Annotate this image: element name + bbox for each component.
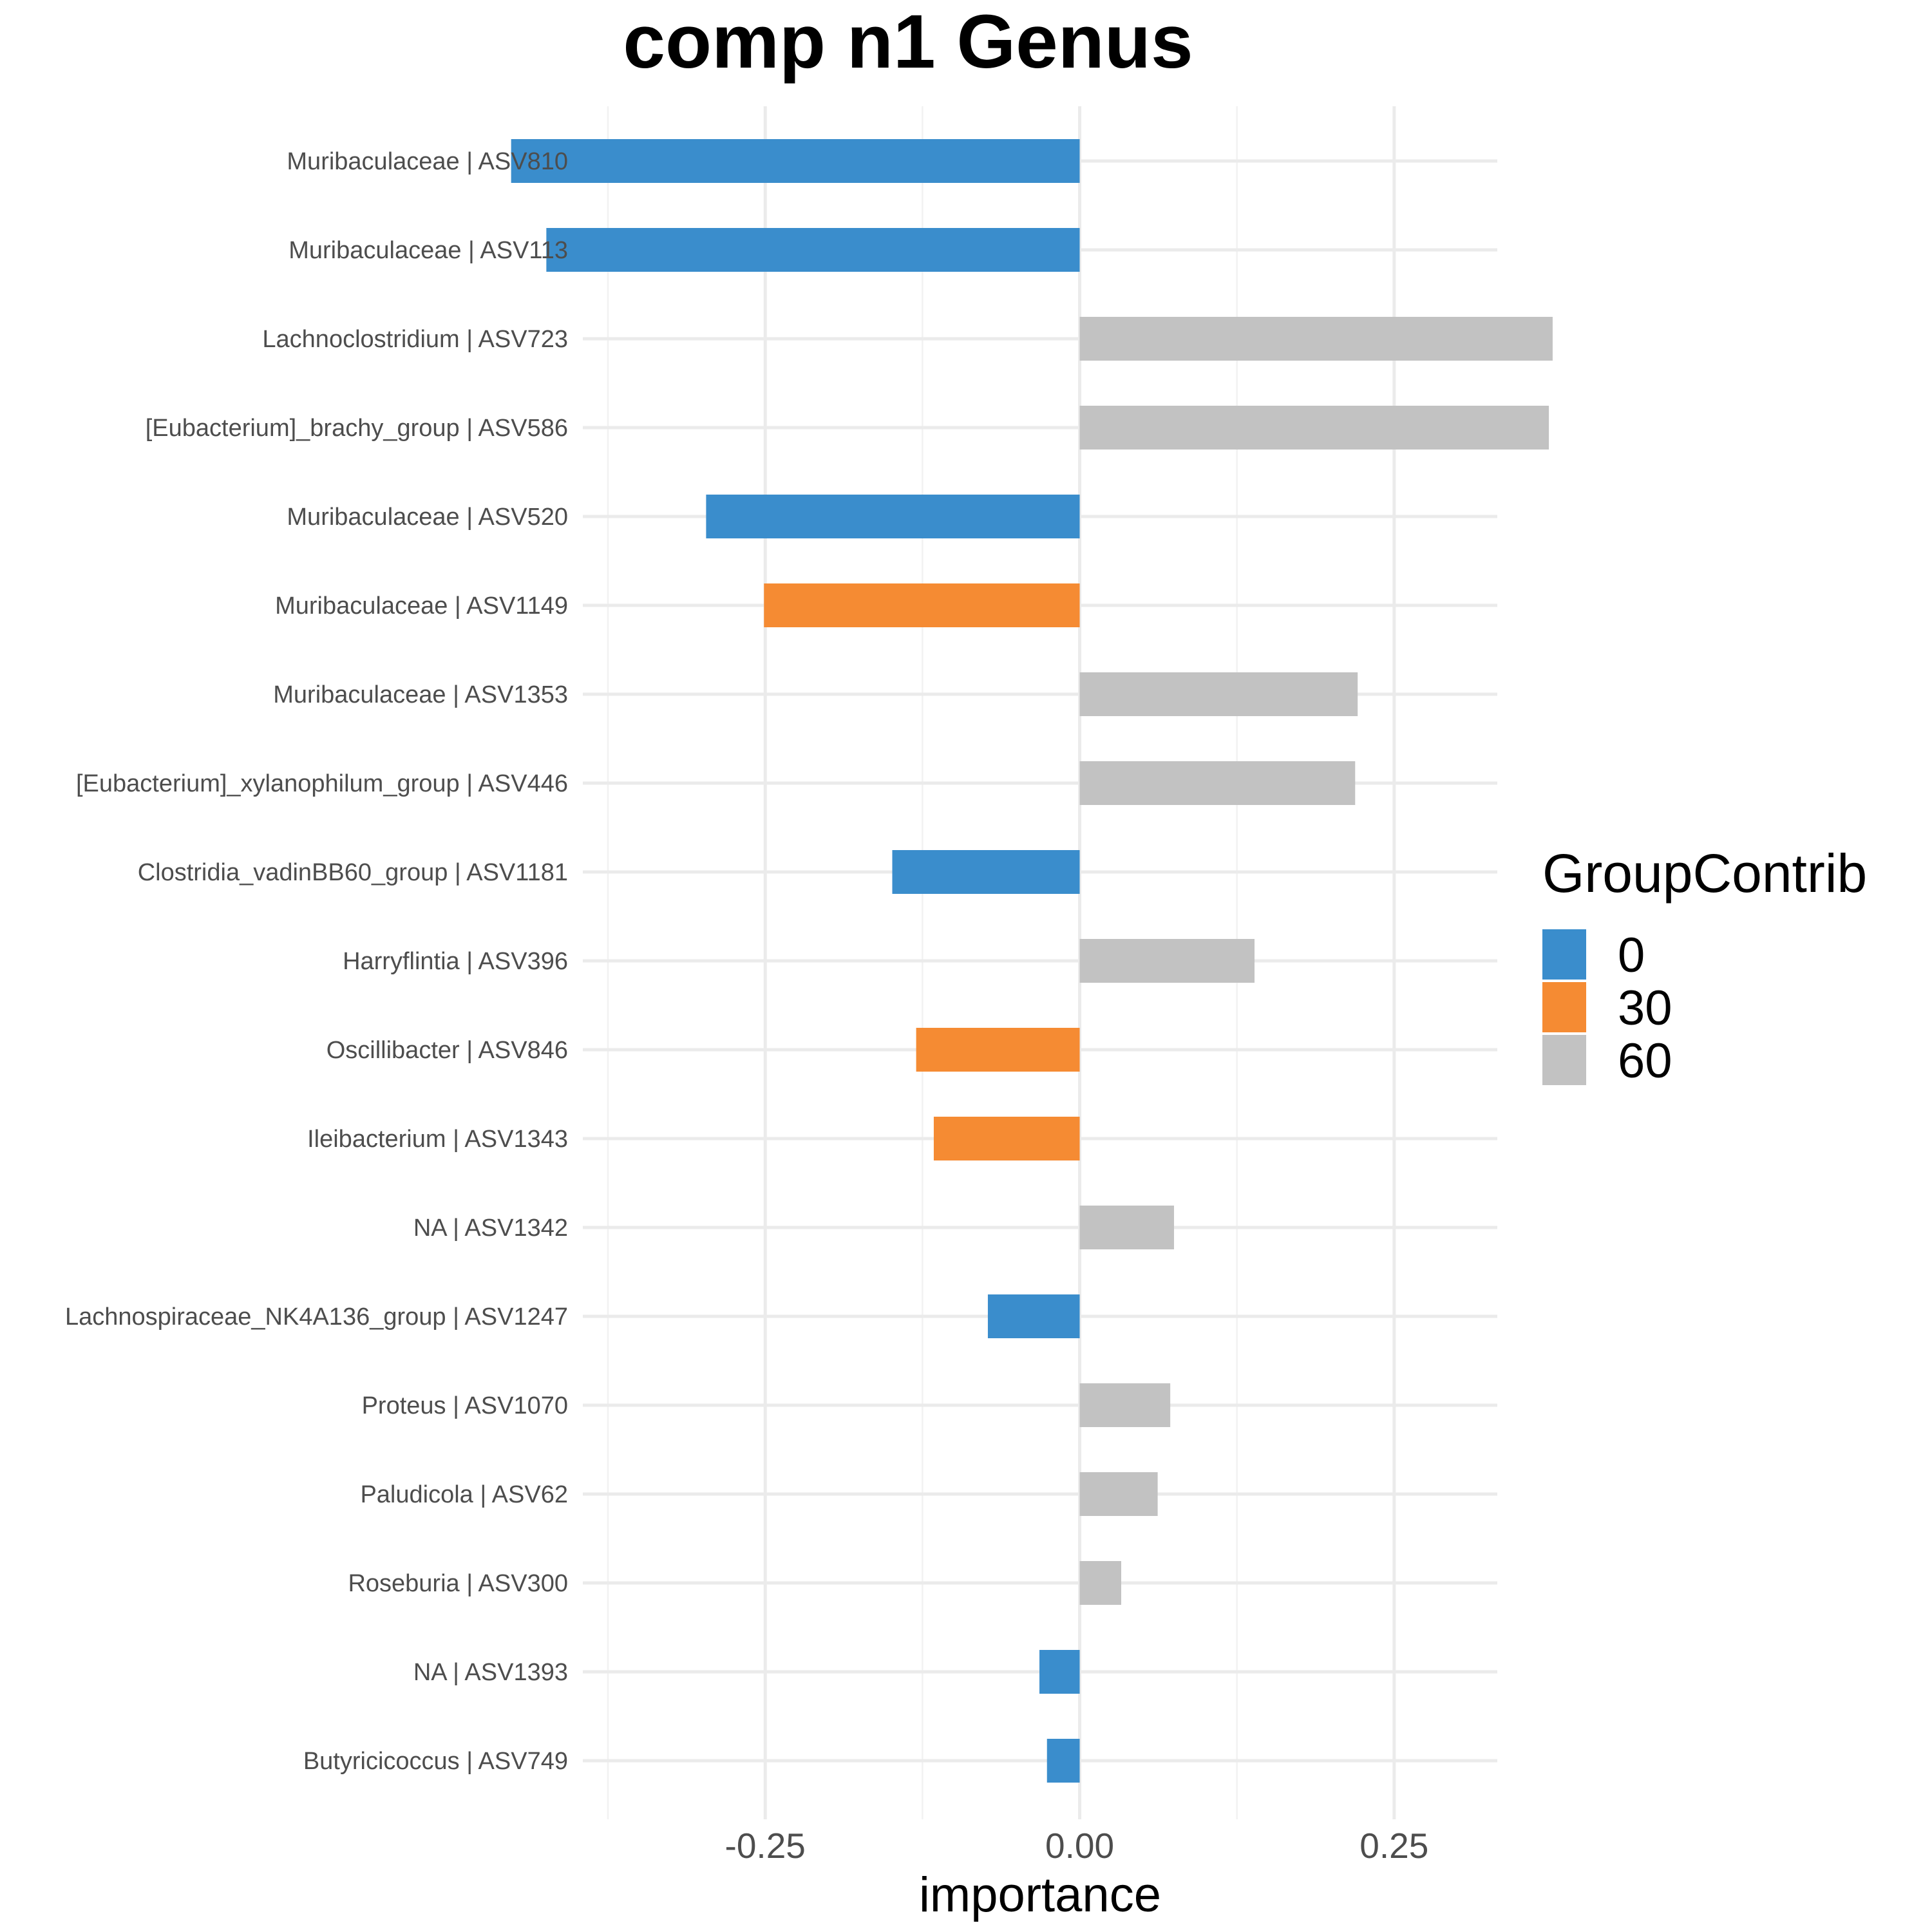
x-axis-label: importance [919, 1868, 1161, 1922]
y-tick-label: Harryflintia | ASV396 [343, 948, 568, 975]
bar [1079, 1383, 1171, 1427]
legend-label: 60 [1618, 1034, 1672, 1088]
x-axis-tick-labels: -0.25 0.00 0.25 [725, 1826, 1429, 1866]
bar [1079, 1206, 1175, 1249]
bar [546, 228, 1080, 272]
y-tick-label: Butyricicoccus | ASV749 [303, 1748, 568, 1775]
y-axis-tick-labels: Muribaculaceae | ASV810 Muribaculaceae | … [65, 148, 568, 1775]
legend-swatch [1542, 982, 1586, 1032]
y-tick-label: Lachnospiraceae_NK4A136_group | ASV1247 [65, 1303, 568, 1331]
y-tick-label: Muribaculaceae | ASV1149 [275, 592, 568, 620]
legend-swatch [1542, 929, 1586, 980]
bar [933, 1117, 1080, 1160]
bar [1046, 1739, 1080, 1783]
x-tick-label: 0.25 [1359, 1826, 1428, 1866]
y-tick-label: Ileibacterium | ASV1343 [307, 1126, 568, 1153]
x-tick-label: 0.00 [1045, 1826, 1114, 1866]
y-tick-label: Muribaculaceae | ASV1353 [273, 681, 568, 708]
y-tick-label: [Eubacterium]_brachy_group | ASV586 [146, 415, 568, 442]
y-tick-label: Roseburia | ASV300 [348, 1570, 568, 1597]
plot-bars [511, 139, 1553, 1783]
bar [1079, 317, 1553, 361]
bar [1079, 406, 1549, 450]
bar [892, 850, 1080, 894]
bar [1079, 1472, 1158, 1516]
bar [1079, 939, 1255, 983]
y-tick-label: [Eubacterium]_xylanophilum_group | ASV44… [76, 770, 568, 797]
y-tick-label: Muribaculaceae | ASV810 [287, 148, 568, 175]
x-tick-label: -0.25 [725, 1826, 806, 1866]
bar [1079, 1561, 1121, 1605]
y-tick-label: Proteus | ASV1070 [362, 1392, 568, 1419]
bar [764, 583, 1080, 627]
chart-title: comp n1 Genus [623, 0, 1193, 84]
y-tick-label: Clostridia_vadinBB60_group | ASV1181 [138, 859, 568, 886]
bar [987, 1294, 1080, 1338]
bar [511, 139, 1080, 183]
legend-title: GroupContrib [1542, 843, 1867, 904]
y-tick-label: Oscillibacter | ASV846 [327, 1037, 568, 1064]
y-tick-label: Lachnoclostridium | ASV723 [262, 326, 568, 353]
y-tick-label: NA | ASV1342 [413, 1215, 568, 1242]
y-tick-label: NA | ASV1393 [413, 1659, 568, 1686]
bar [1039, 1650, 1080, 1694]
bar [1079, 672, 1358, 716]
bar [916, 1028, 1080, 1072]
bar [1079, 761, 1356, 805]
legend-swatch [1542, 1035, 1586, 1085]
y-tick-label: Muribaculaceae | ASV520 [287, 504, 568, 531]
legend-label: 30 [1618, 981, 1672, 1036]
bar [706, 495, 1080, 538]
legend-label: 0 [1618, 928, 1645, 983]
y-tick-label: Muribaculaceae | ASV113 [289, 237, 568, 264]
y-tick-label: Paludicola | ASV62 [360, 1481, 568, 1508]
